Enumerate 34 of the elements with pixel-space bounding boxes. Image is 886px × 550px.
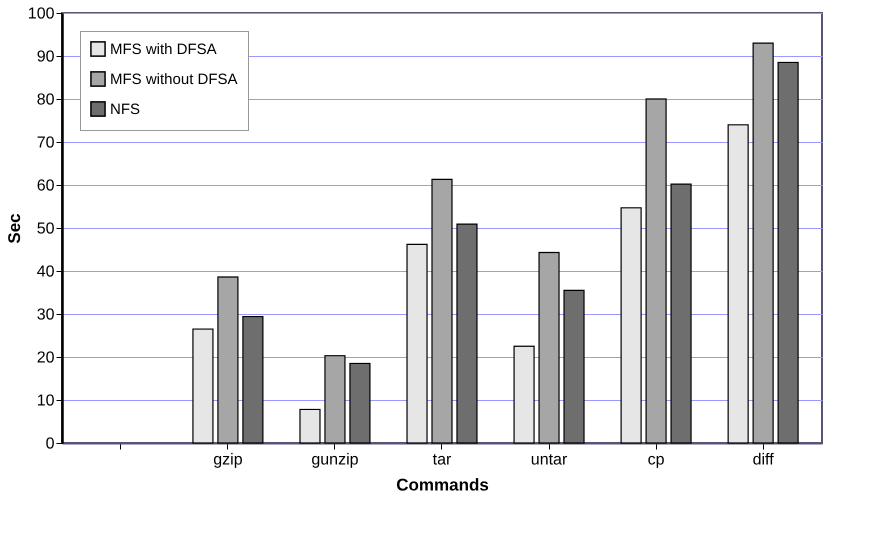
bar bbox=[563, 290, 585, 444]
y-tick-label: 20 bbox=[36, 350, 55, 366]
y-tick-label: 30 bbox=[36, 306, 55, 324]
y-tick-label: 80 bbox=[36, 92, 55, 108]
y-tick-label: 70 bbox=[36, 134, 55, 152]
y-axis-title: Sec bbox=[4, 213, 24, 244]
x-tick-label: diff bbox=[752, 452, 774, 468]
x-axis-title: Commands bbox=[396, 476, 489, 494]
bar bbox=[728, 124, 749, 444]
bar bbox=[513, 346, 535, 444]
x-tick-label: tar bbox=[432, 452, 452, 468]
y-tick-label: 0 bbox=[46, 436, 55, 452]
y-tick-label: 40 bbox=[36, 264, 55, 280]
x-tick-label: cp bbox=[648, 452, 665, 468]
bar bbox=[299, 408, 321, 444]
x-tick-label: untar bbox=[530, 452, 568, 468]
y-tick-label: 50 bbox=[36, 220, 55, 238]
bar bbox=[406, 244, 428, 444]
legend-label: MFS without DFSA bbox=[110, 71, 238, 88]
x-tick-label: gzip bbox=[213, 452, 243, 468]
y-tick-label: 60 bbox=[36, 178, 55, 194]
bar bbox=[456, 224, 478, 444]
y-tick-label: 90 bbox=[36, 48, 55, 66]
bar bbox=[778, 62, 799, 444]
bar bbox=[192, 328, 214, 444]
x-tick-label: gunzip bbox=[311, 452, 359, 468]
y-tick-label: 10 bbox=[36, 392, 55, 410]
bar bbox=[620, 207, 642, 444]
bar bbox=[242, 316, 264, 444]
legend-label: MFS with DFSA bbox=[110, 41, 217, 58]
bar bbox=[349, 362, 371, 444]
y-tick-label: 100 bbox=[28, 6, 55, 22]
bar bbox=[670, 184, 692, 444]
legend-label: NFS bbox=[110, 101, 140, 118]
